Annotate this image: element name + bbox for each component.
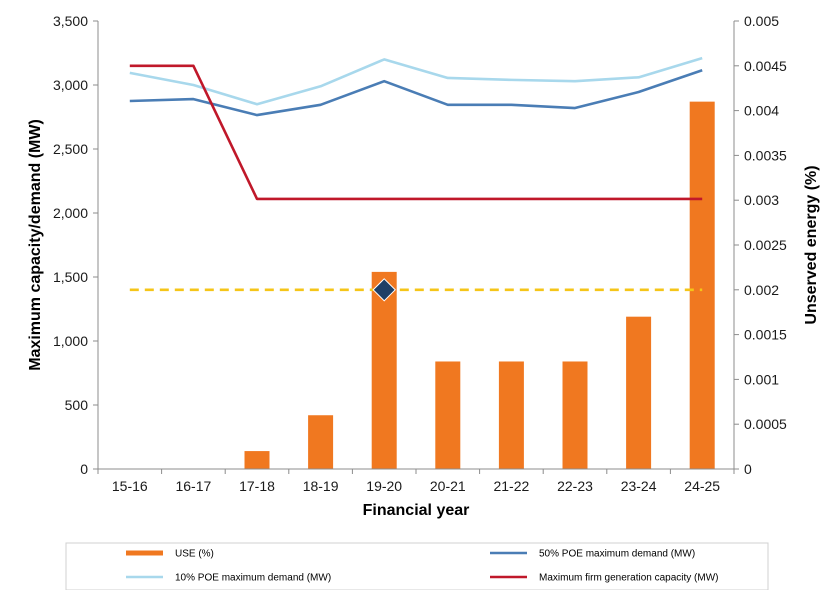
y-left-tick-label: 3,000 [53, 77, 88, 93]
y-right-tick-label: 0.005 [744, 13, 779, 29]
bar-21-22 [498, 361, 524, 469]
y-left-tick-label: 0 [80, 461, 88, 477]
bar-20-21 [435, 361, 461, 469]
line-maximum-firm-generation-capacity-mw [129, 64, 703, 201]
y-right-tick-label: 0.002 [744, 282, 779, 298]
y-left-tick-label: 3,500 [53, 13, 88, 29]
y-left-tick-label: 1,000 [53, 333, 88, 349]
legend-label: USE (%) [175, 549, 214, 560]
y-left-tick-label: 2,500 [53, 141, 88, 157]
legend: USE (%) 50% POE maximum demand (MW) 10% PO… [65, 542, 769, 590]
marker-diamond [372, 278, 396, 302]
bar-24-25 [689, 101, 715, 469]
line-series [129, 56, 703, 201]
line-50-poe-maximum-demand-mw [129, 69, 703, 117]
markers [372, 278, 396, 302]
use-bars [244, 101, 715, 469]
x-tick-label: 17-18 [239, 478, 275, 494]
y-left-tick-label: 1,500 [53, 269, 88, 285]
y-right-tick-label: 0.003 [744, 192, 779, 208]
bar-19-20 [371, 271, 397, 469]
x-tick-label: 23-24 [621, 478, 657, 494]
x-tick-label: 20-21 [430, 478, 466, 494]
y-right-tick-label: 0 [744, 461, 752, 477]
x-axis-title: Financial year [363, 502, 470, 519]
y-axis-left-title: Maximum capacity/demand (MW) [27, 119, 44, 371]
line-10-poe-maximum-demand-mw [129, 56, 703, 106]
axes: 0 500 1,000 1,500 2,000 2,500 3,000 3,500 0 0.000… [53, 13, 787, 494]
plot-area: 0 500 1,000 1,500 2,000 2,500 3,000 3,500 0 0.000… [53, 13, 787, 494]
legend-label: 50% POE maximum demand (MW) [539, 549, 695, 560]
x-tick-label: 19-20 [366, 478, 402, 494]
y-axis-right-title: Unserved energy (%) [803, 165, 820, 324]
legend-label: Maximum firm generation capacity (MW) [539, 573, 718, 584]
legend-label: 10% POE maximum demand (MW) [175, 573, 331, 584]
bar-18-19 [308, 415, 334, 469]
x-tick-label: 18-19 [303, 478, 339, 494]
y-right-tick-label: 0.0025 [744, 237, 787, 253]
x-tick-label: 22-23 [557, 478, 593, 494]
y-right-tick-label: 0.0005 [744, 416, 787, 432]
x-tick-label: 16-17 [175, 478, 211, 494]
y-right-tick-label: 0.0015 [744, 327, 787, 343]
y-right-tick-label: 0.004 [744, 103, 779, 119]
y-right-tick-label: 0.001 [744, 371, 779, 387]
y-left-tick-label: 500 [65, 397, 89, 413]
bar-17-18 [244, 451, 270, 469]
x-tick-label: 24-25 [684, 478, 720, 494]
y-right-tick-label: 0.0035 [744, 147, 787, 163]
bar-23-24 [626, 316, 652, 469]
y-left-tick-label: 2,000 [53, 205, 88, 221]
x-tick-label: 21-22 [493, 478, 529, 494]
y-right-tick-label: 0.0045 [744, 58, 787, 74]
bar-22-23 [562, 361, 588, 469]
legend-box [65, 542, 769, 590]
x-tick-label: 15-16 [112, 478, 148, 494]
